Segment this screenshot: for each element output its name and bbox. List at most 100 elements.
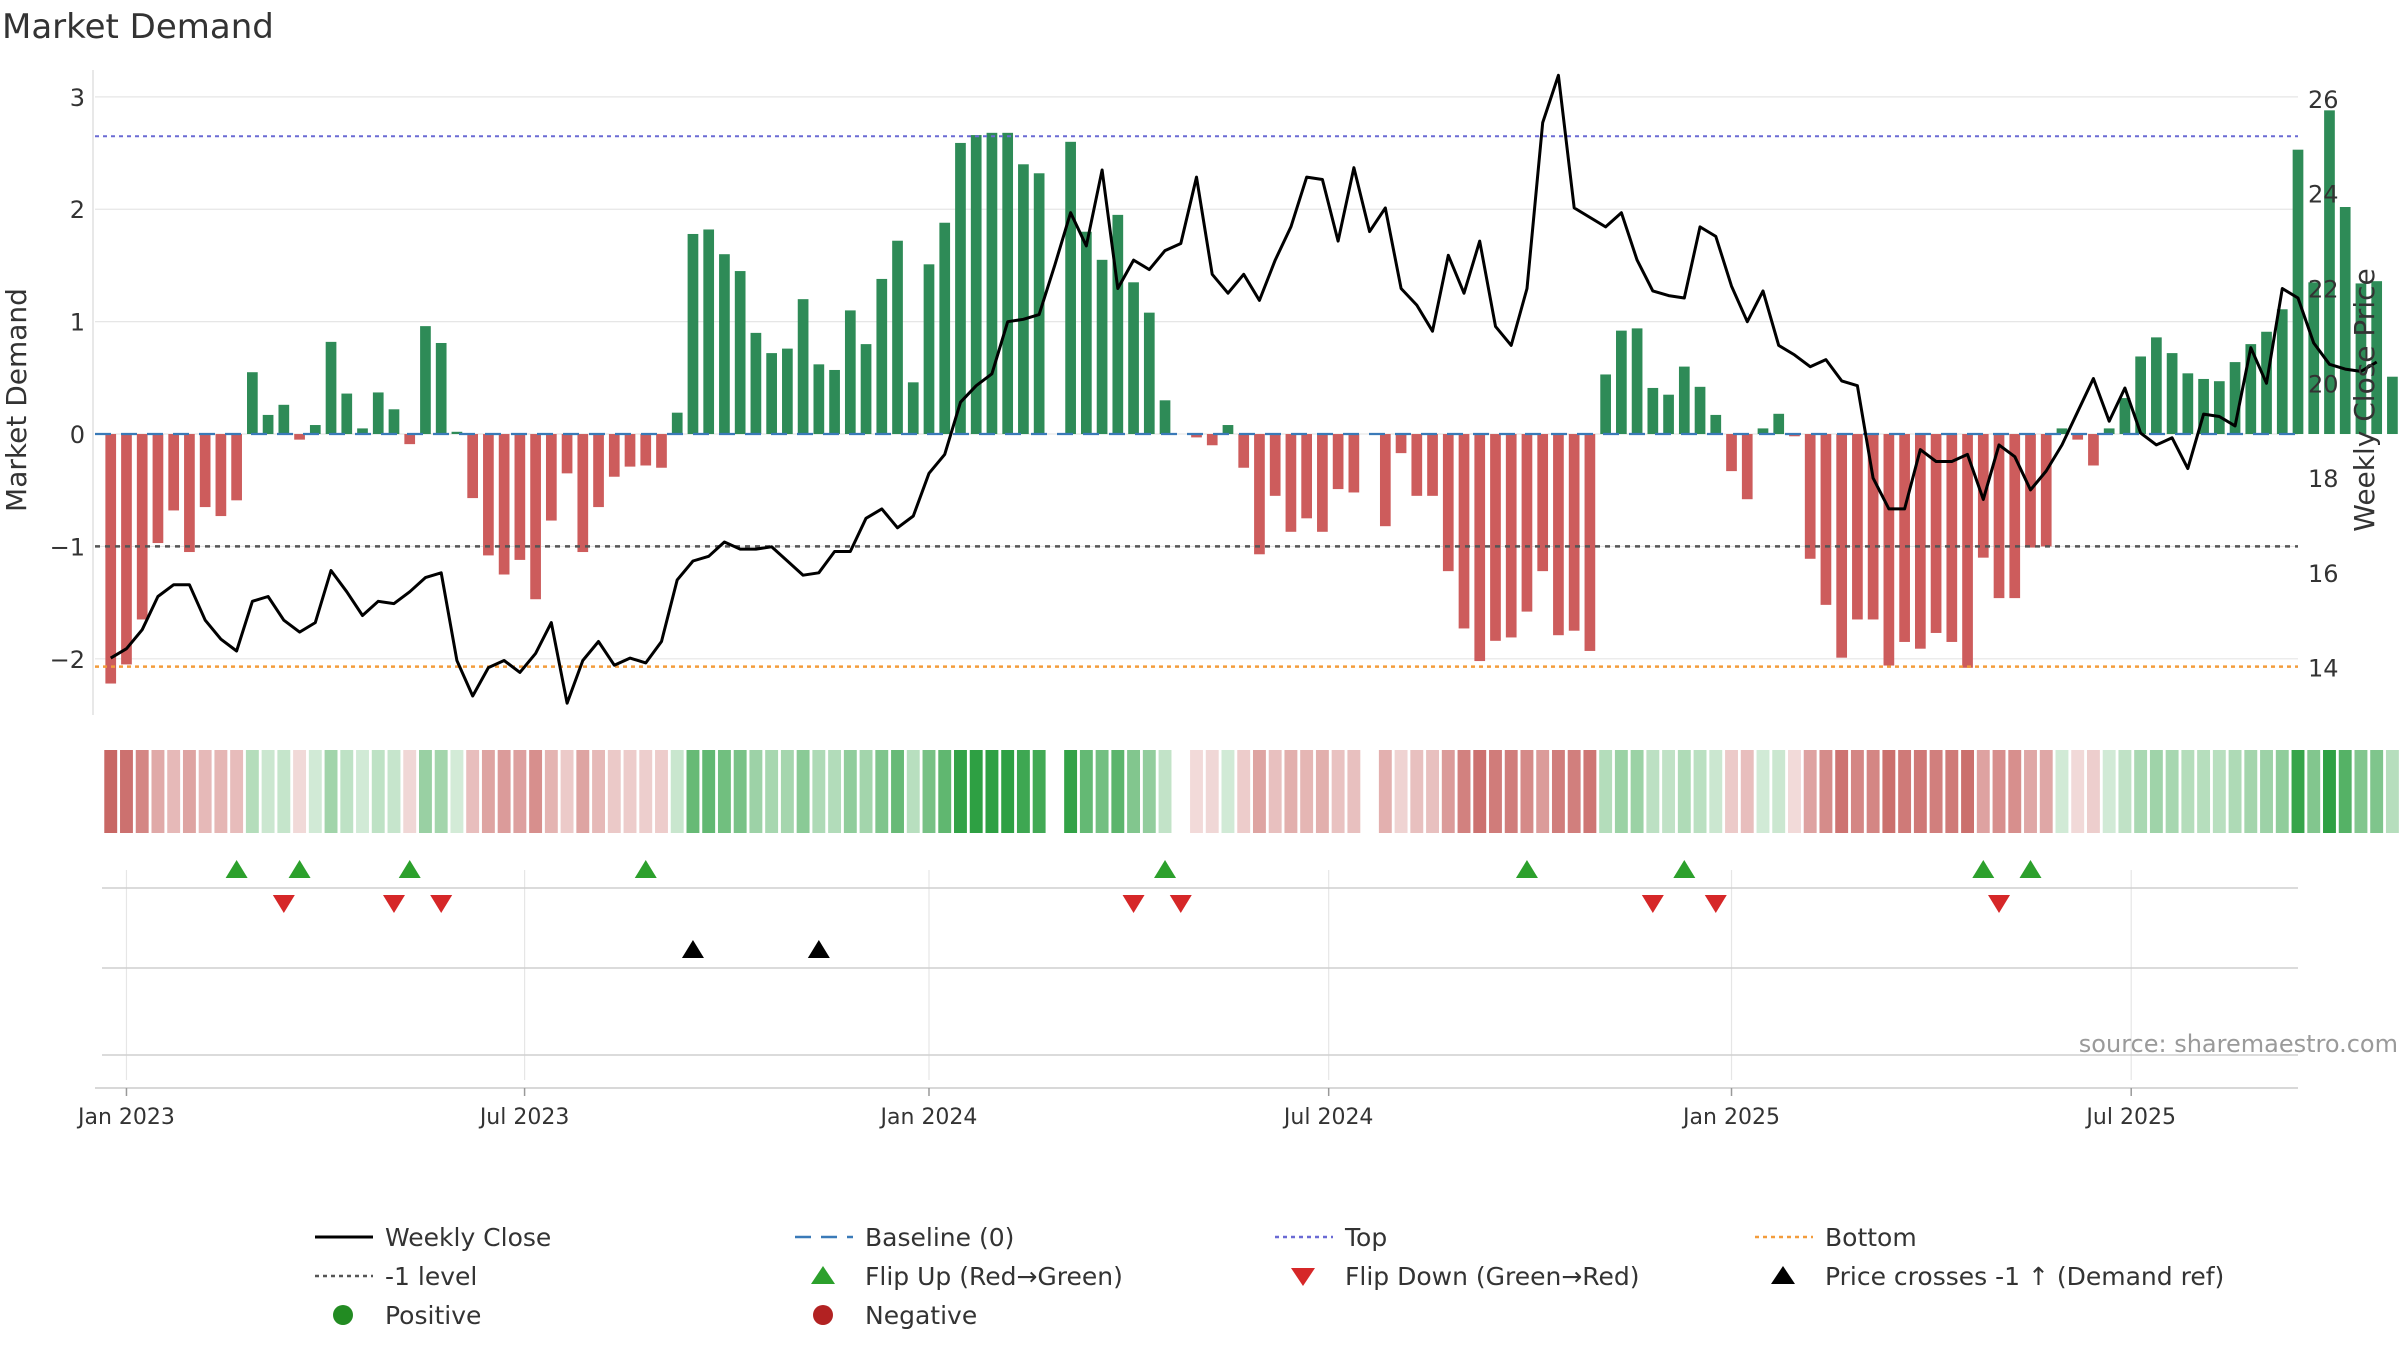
y-tick-left-label: 2	[70, 196, 85, 224]
weekly-close-line	[109, 73, 2378, 705]
demand-bar-positive	[719, 254, 730, 435]
strip-cell-negative	[1976, 750, 1990, 833]
flip-up-marker	[288, 860, 311, 878]
demand-bar-positive	[955, 142, 966, 435]
flip-up-marker	[225, 860, 248, 878]
x-tick-label: Jan 2023	[76, 1105, 175, 1130]
demand-bar-positive	[844, 310, 856, 435]
demand-bar-negative	[2009, 434, 2021, 599]
reference-lines	[95, 135, 2298, 668]
strip-cell-negative	[1441, 750, 1455, 833]
demand-bar-negative	[530, 434, 541, 600]
demand-bar-negative	[2040, 434, 2052, 547]
flip-up-marker	[398, 860, 421, 878]
strip-cell-positive	[954, 750, 967, 833]
legend-label: -1 level	[385, 1262, 477, 1291]
demand-bar-positive	[2213, 381, 2225, 435]
strip-cell-positive	[2338, 750, 2352, 833]
legend-swatch-triangle-down	[1291, 1268, 1315, 1286]
demand-bar-positive	[1663, 394, 1674, 435]
y-tick-left-label: 0	[70, 421, 85, 449]
demand-bar-negative	[608, 434, 620, 477]
demand-bar-positive	[2151, 337, 2162, 435]
strip-cell-positive	[859, 750, 873, 833]
x-tick-label: Jul 2024	[1282, 1105, 1374, 1130]
demand-bar-positive	[876, 278, 888, 435]
demand-bar-negative	[1285, 434, 1297, 532]
strip-cell-positive	[828, 750, 842, 833]
strip-cell-positive	[261, 750, 275, 833]
demand-bar-positive	[2371, 281, 2383, 435]
demand-bar-positive	[1112, 214, 1124, 435]
x-tick-label: Jul 2025	[2084, 1105, 2176, 1130]
demand-bar-positive	[1631, 328, 1643, 435]
demand-bar-positive	[1065, 141, 1076, 435]
strip-cell-negative	[1913, 750, 1927, 833]
strip-cell-negative	[1567, 750, 1581, 833]
demand-bar-negative	[1411, 434, 1423, 496]
price-cross-marker	[807, 940, 830, 958]
strip-cell-positive	[1662, 750, 1676, 833]
strip-cell-negative	[513, 750, 527, 833]
strip-cell-negative	[655, 750, 668, 833]
demand-bar-positive	[2182, 373, 2194, 435]
price-series	[109, 73, 2378, 705]
strip-cell-negative	[1740, 750, 1754, 833]
strip-cell-negative	[544, 750, 558, 833]
flip-down-marker	[430, 895, 453, 913]
demand-bar-positive	[734, 271, 746, 435]
strip-cell-negative	[1504, 750, 1518, 833]
strip-cell-negative	[2024, 750, 2037, 833]
demand-bar-negative	[1584, 434, 1596, 651]
demand-bar-negative	[656, 434, 667, 468]
strip-cell-positive	[2275, 750, 2289, 833]
strip-cell-positive	[686, 750, 700, 833]
demand-bar-negative	[1206, 434, 1218, 446]
strip-cell-positive	[1127, 750, 1141, 833]
strip-cell-positive	[1772, 750, 1786, 833]
strip-cell-positive	[1079, 750, 1093, 833]
strip-cell-positive	[1032, 750, 1046, 833]
demand-bar-positive	[1647, 387, 1659, 435]
strip-cell-positive	[2291, 750, 2305, 833]
y-tick-left-label: −2	[50, 646, 85, 674]
demand-bar-negative	[404, 434, 416, 445]
y-tick-right-label: 16	[2308, 560, 2339, 588]
strip-cell-negative	[135, 750, 149, 833]
y-tick-right-label: 18	[2308, 465, 2339, 493]
strip-cell-negative	[1725, 750, 1738, 833]
demand-bar-negative	[498, 434, 510, 575]
demand-bar-negative	[215, 434, 227, 517]
demand-bar-negative	[1191, 434, 1202, 438]
x-tick-label: Jul 2023	[478, 1105, 570, 1130]
strip-cell-positive	[2307, 750, 2321, 833]
price-cross-marker	[681, 940, 704, 958]
demand-bar-positive	[1710, 414, 1722, 435]
demand-bar-negative	[136, 434, 148, 620]
demand-bar-negative	[1317, 434, 1328, 532]
strip-cell-negative	[1961, 750, 1975, 833]
demand-bar-positive	[2245, 344, 2257, 435]
strip-cell-positive	[2055, 750, 2069, 833]
y-tick-right-label: 24	[2308, 181, 2339, 209]
demand-bar-positive	[1600, 374, 1611, 435]
demand-bar-positive	[1080, 231, 1092, 435]
strip-cell-negative	[1520, 750, 1534, 833]
strip-cell-positive	[891, 750, 904, 833]
demand-bar-negative	[1254, 434, 1265, 555]
demand-bar-negative	[1442, 434, 1454, 572]
strip-cell-positive	[938, 750, 952, 833]
demand-bar-negative	[2072, 434, 2084, 440]
strip-cell-positive	[1158, 750, 1172, 833]
legend-label: Bottom	[1825, 1223, 1917, 1252]
strip-cell-positive	[2118, 750, 2132, 833]
demand-bar-positive	[907, 382, 919, 435]
demand-bar-positive	[671, 412, 683, 435]
strip-cell-negative	[639, 750, 653, 833]
strip-cell-positive	[906, 750, 920, 833]
y-tick-right-label: 22	[2308, 276, 2339, 304]
strip-cell-positive	[1630, 750, 1644, 833]
legend-label: Top	[1344, 1223, 1387, 1252]
demand-bar-positive	[1616, 330, 1627, 435]
flip-up-marker	[1673, 860, 1696, 878]
